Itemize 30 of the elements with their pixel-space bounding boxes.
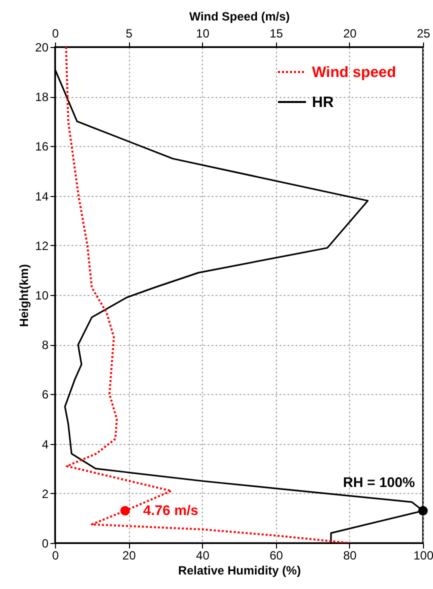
x2-axis-title: Wind Speed (m/s) xyxy=(189,10,290,24)
x2-tick-label: 10 xyxy=(196,26,210,40)
x-tick-label: 20 xyxy=(122,548,136,562)
y-tick-label: 16 xyxy=(35,140,49,154)
y-tick-label: 0 xyxy=(42,536,49,550)
x-tick-label: 40 xyxy=(196,548,210,562)
x-tick-label: 80 xyxy=(343,548,357,562)
legend-label: Wind speed xyxy=(312,64,396,81)
y-tick-label: 2 xyxy=(42,486,49,501)
legend-label: HR xyxy=(312,94,334,111)
x2-tick-label: 5 xyxy=(126,26,133,40)
y-tick-label: 8 xyxy=(42,338,49,352)
x2-tick-label: 0 xyxy=(52,26,60,40)
x2-tick-label: 25 xyxy=(416,26,430,40)
annotation: 4.76 m/s xyxy=(143,502,199,518)
y-tick-label: 4 xyxy=(42,437,49,452)
x2-tick-label: 15 xyxy=(270,26,284,40)
x-axis-title: Relative Humidity (%) xyxy=(178,564,301,578)
y-tick-label: 18 xyxy=(35,90,49,104)
y-axis-title: Height(km) xyxy=(17,264,32,327)
x-tick-label: 100 xyxy=(413,548,433,562)
y-tick-label: 10 xyxy=(35,288,49,302)
y-tick-label: 12 xyxy=(35,238,49,253)
y-tick-label: 20 xyxy=(35,40,49,54)
annotation: RH = 100% xyxy=(343,474,416,490)
y-tick-label: 6 xyxy=(42,388,49,402)
x-tick-label: 0 xyxy=(52,548,60,562)
y-tick-label: 14 xyxy=(35,189,49,204)
x2-tick-label: 20 xyxy=(343,26,357,40)
x-tick-label: 60 xyxy=(270,548,284,562)
